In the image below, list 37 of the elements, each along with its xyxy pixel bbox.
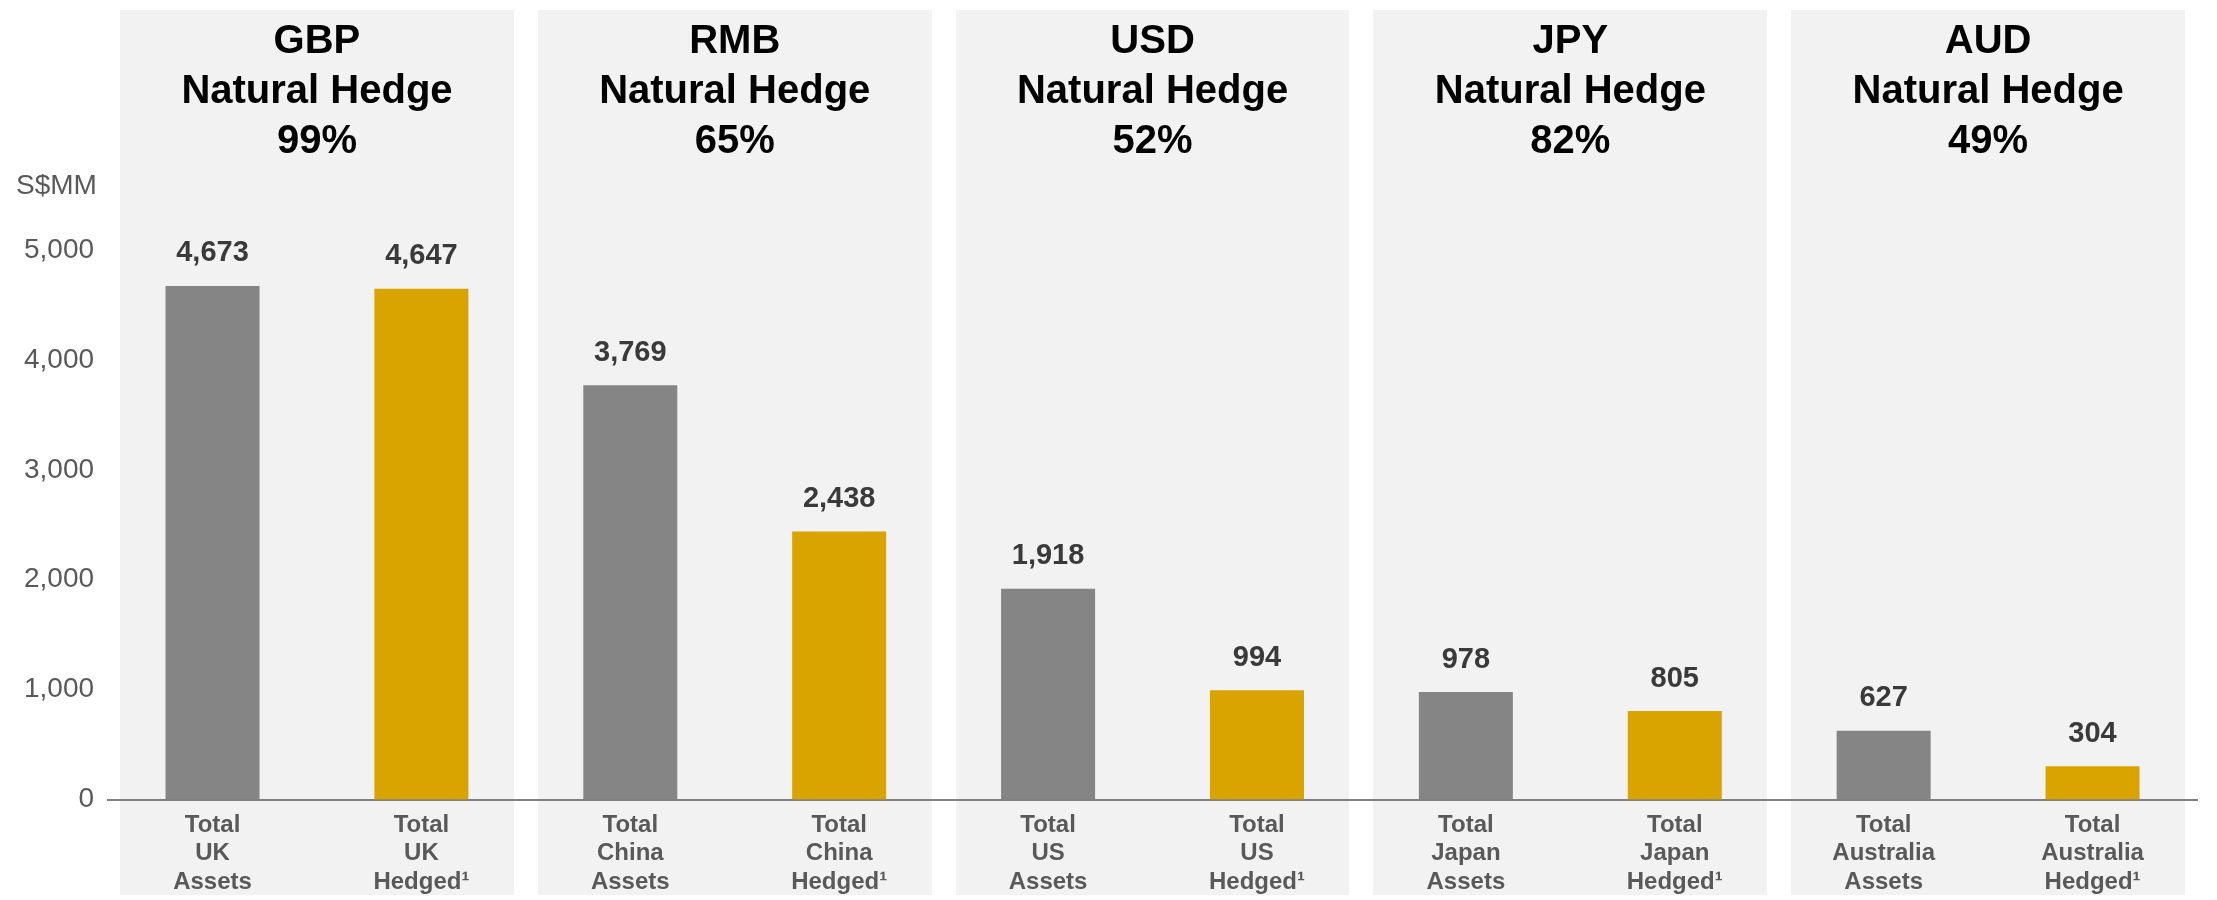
x-tick-label: Total Japan Assets xyxy=(1426,809,1506,895)
data-label: 978 xyxy=(1441,641,1491,674)
y-tick-label: 0 xyxy=(78,782,95,814)
x-tick-label: Total US Assets xyxy=(1008,809,1088,895)
data-label: 1,918 xyxy=(1011,538,1085,571)
y-tick-label: 3,000 xyxy=(23,452,95,484)
bar xyxy=(1209,690,1304,800)
x-tick-label: Total Australia Assets xyxy=(1832,809,1936,895)
text: USD Natural Hedge 52% xyxy=(1016,17,1289,162)
x-tick-label: Total Australia Hedged¹ xyxy=(2041,809,2145,895)
y-tick-label: 1,000 xyxy=(23,672,95,704)
data-label: 304 xyxy=(2068,715,2117,748)
data-label: 4,647 xyxy=(385,238,458,271)
y-tick-label: 5,000 xyxy=(23,232,95,264)
text: JPY Natural Hedge 82% xyxy=(1434,17,1706,162)
x-tick-label: Total China Assets xyxy=(590,809,670,895)
bar xyxy=(1627,711,1722,800)
x-tick-label: Total Japan Hedged¹ xyxy=(1626,809,1723,895)
bar xyxy=(374,288,469,800)
data-label: 994 xyxy=(1232,639,1282,672)
bar xyxy=(792,531,887,800)
y-axis-title: S$MM xyxy=(16,168,97,200)
data-label: 627 xyxy=(1859,680,1908,713)
x-tick-label: Total US Hedged¹ xyxy=(1208,809,1305,895)
y-tick-label: 2,000 xyxy=(23,562,95,594)
x-tick-label: Total China Hedged¹ xyxy=(791,809,888,895)
data-label: 4,673 xyxy=(176,235,249,268)
data-label: 2,438 xyxy=(802,481,876,514)
bar xyxy=(2045,766,2140,800)
text: AUD Natural Hedge 49% xyxy=(1852,17,2124,162)
x-tick-label: Total UK Assets xyxy=(173,809,252,895)
x-tick-label: Total UK Hedged¹ xyxy=(373,809,470,895)
data-label: 805 xyxy=(1650,660,1699,693)
text: RMB Natural Hedge 65% xyxy=(599,17,871,162)
data-label: 3,769 xyxy=(594,334,667,367)
text: GBP Natural Hedge 99% xyxy=(181,17,453,162)
y-tick-label: 4,000 xyxy=(23,342,95,374)
